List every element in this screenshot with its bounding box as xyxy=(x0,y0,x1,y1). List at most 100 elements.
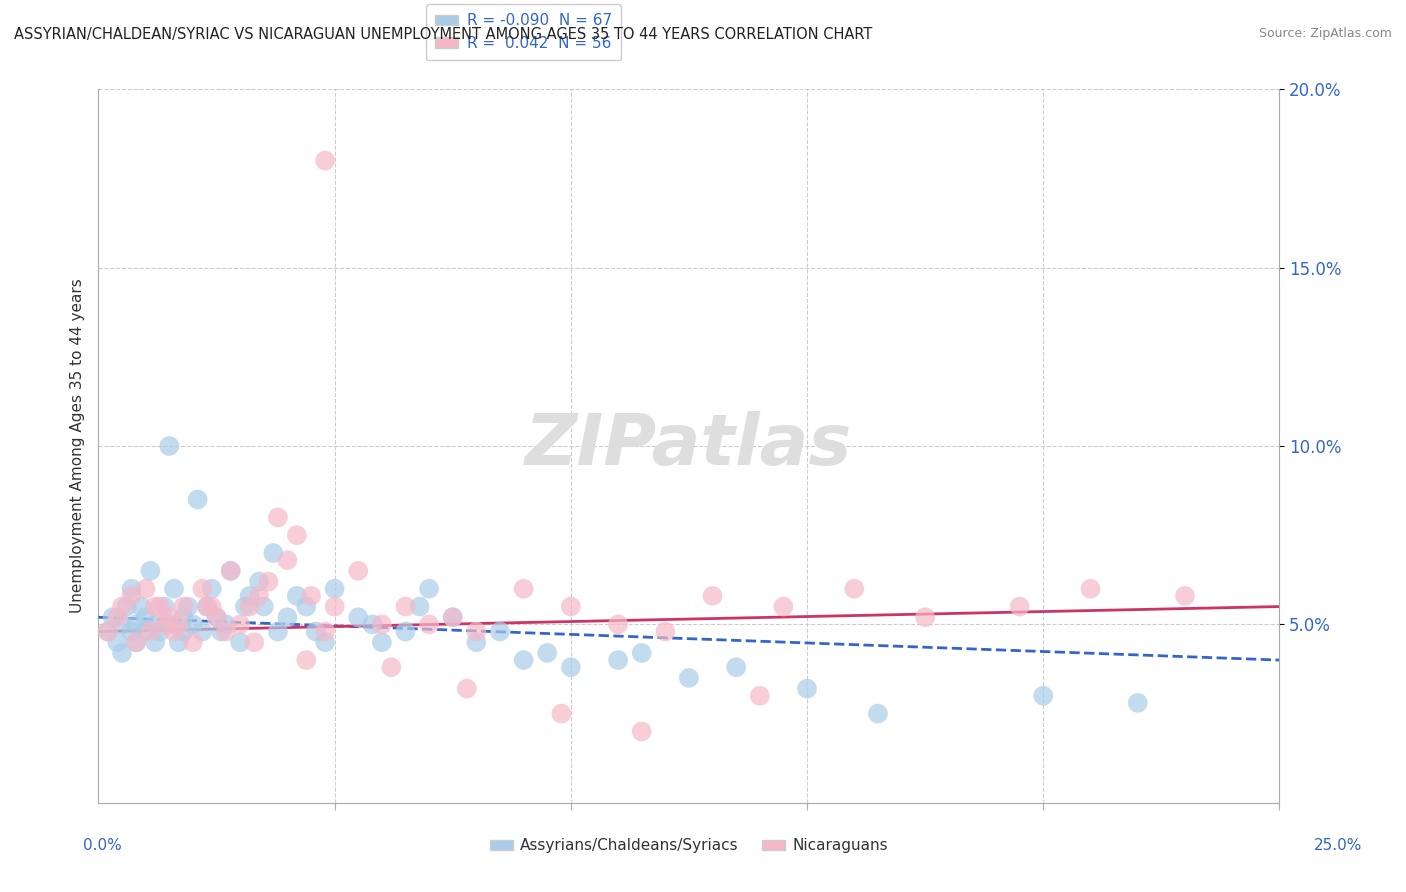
Point xyxy=(314,624,336,639)
Point xyxy=(191,624,214,639)
Point xyxy=(125,617,148,632)
Point xyxy=(607,617,630,632)
Point xyxy=(394,624,416,639)
Point xyxy=(796,681,818,696)
Point xyxy=(654,624,676,639)
Text: Source: ZipAtlas.com: Source: ZipAtlas.com xyxy=(1258,27,1392,40)
Point xyxy=(139,564,162,578)
Point xyxy=(195,599,218,614)
Point xyxy=(536,646,558,660)
Point xyxy=(243,635,266,649)
Point xyxy=(229,635,252,649)
Point xyxy=(219,564,242,578)
Point xyxy=(191,582,214,596)
Point xyxy=(725,660,748,674)
Point xyxy=(167,635,190,649)
Point xyxy=(195,599,218,614)
Point xyxy=(247,589,270,603)
Point xyxy=(172,610,194,624)
Point xyxy=(630,724,652,739)
Point xyxy=(1008,599,1031,614)
Point xyxy=(125,635,148,649)
Point xyxy=(143,617,166,632)
Point xyxy=(157,610,180,624)
Point xyxy=(630,646,652,660)
Point xyxy=(177,599,200,614)
Point xyxy=(371,635,394,649)
Point xyxy=(229,617,252,632)
Point xyxy=(153,617,176,632)
Point xyxy=(678,671,700,685)
Point xyxy=(380,660,402,674)
Point xyxy=(181,617,204,632)
Point xyxy=(257,574,280,589)
Point xyxy=(1126,696,1149,710)
Point xyxy=(371,617,394,632)
Point xyxy=(408,599,430,614)
Point xyxy=(702,589,724,603)
Point xyxy=(247,574,270,589)
Point xyxy=(111,617,134,632)
Point xyxy=(153,599,176,614)
Point xyxy=(129,599,152,614)
Point xyxy=(121,624,143,639)
Point xyxy=(205,610,228,624)
Point xyxy=(201,599,224,614)
Point xyxy=(465,635,488,649)
Point xyxy=(121,589,143,603)
Point xyxy=(143,599,166,614)
Point xyxy=(187,492,209,507)
Point xyxy=(394,599,416,614)
Point xyxy=(560,660,582,674)
Point xyxy=(149,599,172,614)
Point xyxy=(1080,582,1102,596)
Point xyxy=(347,564,370,578)
Point xyxy=(115,599,138,614)
Point xyxy=(295,653,318,667)
Point xyxy=(97,624,120,639)
Point xyxy=(105,610,128,624)
Point xyxy=(465,624,488,639)
Point xyxy=(209,624,232,639)
Point xyxy=(239,589,262,603)
Point xyxy=(512,582,534,596)
Point xyxy=(205,610,228,624)
Point xyxy=(167,617,190,632)
Point xyxy=(125,635,148,649)
Point xyxy=(512,653,534,667)
Point xyxy=(456,681,478,696)
Text: 0.0%: 0.0% xyxy=(83,838,122,853)
Point xyxy=(550,706,572,721)
Point xyxy=(101,610,124,624)
Point xyxy=(157,617,180,632)
Point xyxy=(135,610,157,624)
Point xyxy=(1174,589,1197,603)
Point xyxy=(267,510,290,524)
Point xyxy=(914,610,936,624)
Point xyxy=(233,599,256,614)
Point xyxy=(1032,689,1054,703)
Point xyxy=(172,624,194,639)
Point xyxy=(121,582,143,596)
Point xyxy=(253,599,276,614)
Point xyxy=(418,582,440,596)
Text: ASSYRIAN/CHALDEAN/SYRIAC VS NICARAGUAN UNEMPLOYMENT AMONG AGES 35 TO 44 YEARS CO: ASSYRIAN/CHALDEAN/SYRIAC VS NICARAGUAN U… xyxy=(14,27,873,42)
Point xyxy=(135,624,157,639)
Text: 25.0%: 25.0% xyxy=(1315,838,1362,853)
Point xyxy=(441,610,464,624)
Point xyxy=(844,582,866,596)
Point xyxy=(489,624,512,639)
Point xyxy=(105,635,128,649)
Point xyxy=(323,599,346,614)
Point xyxy=(295,599,318,614)
Point xyxy=(157,439,180,453)
Point xyxy=(418,617,440,632)
Y-axis label: Unemployment Among Ages 35 to 44 years: Unemployment Among Ages 35 to 44 years xyxy=(69,278,84,614)
Point xyxy=(172,599,194,614)
Point xyxy=(276,610,298,624)
Point xyxy=(361,617,384,632)
Point xyxy=(111,646,134,660)
Point xyxy=(607,653,630,667)
Point xyxy=(267,624,290,639)
Point xyxy=(305,624,328,639)
